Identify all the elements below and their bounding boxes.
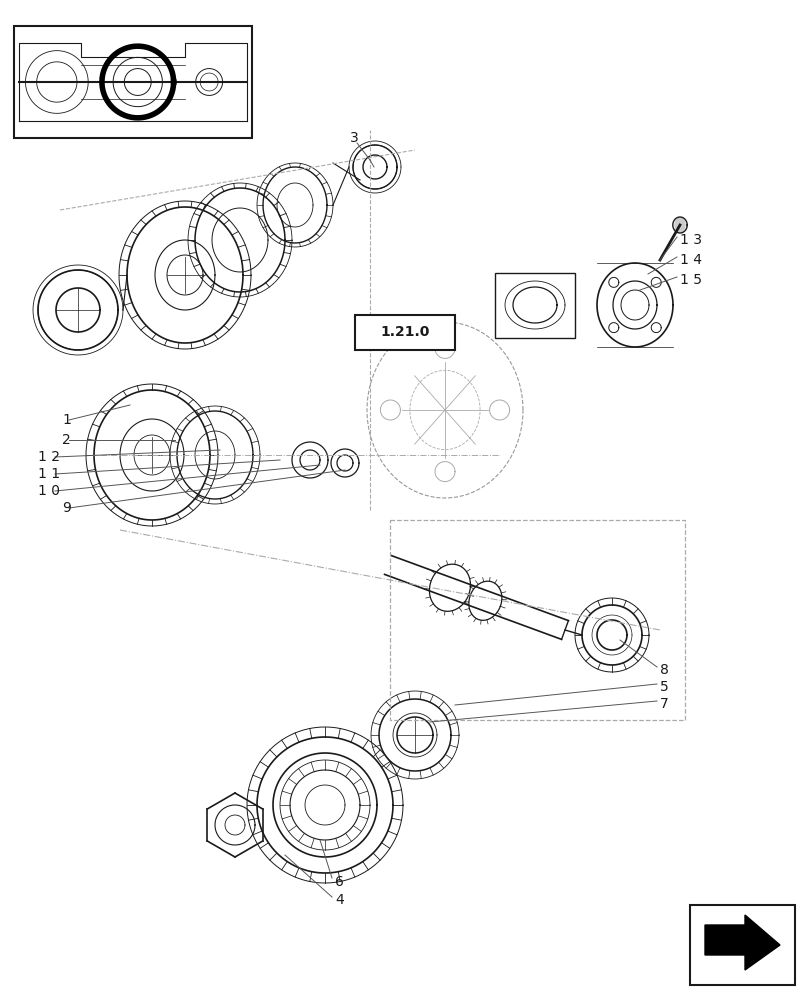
Text: 6: 6 [335, 875, 343, 889]
Text: 1 5: 1 5 [679, 273, 702, 287]
Text: 2: 2 [62, 433, 71, 447]
Text: 5: 5 [659, 680, 668, 694]
Text: 3: 3 [350, 131, 358, 145]
Text: 1.21.0: 1.21.0 [380, 326, 429, 340]
Text: 4: 4 [335, 893, 343, 907]
Bar [354, 315, 454, 350]
Text: 1 4: 1 4 [679, 253, 702, 267]
Text: 1 1: 1 1 [38, 467, 60, 481]
Bar [495, 272, 574, 338]
Text: 1 2: 1 2 [38, 450, 60, 464]
Text: 1: 1 [62, 413, 71, 427]
Polygon shape [674, 218, 684, 232]
Text: 7: 7 [659, 697, 668, 711]
Text: 1 3: 1 3 [679, 233, 702, 247]
Text: 8: 8 [659, 663, 668, 677]
Bar [689, 905, 794, 985]
Polygon shape [704, 915, 779, 970]
Bar [14, 26, 251, 138]
Text: 1 0: 1 0 [38, 484, 60, 498]
Text: 9: 9 [62, 501, 71, 515]
